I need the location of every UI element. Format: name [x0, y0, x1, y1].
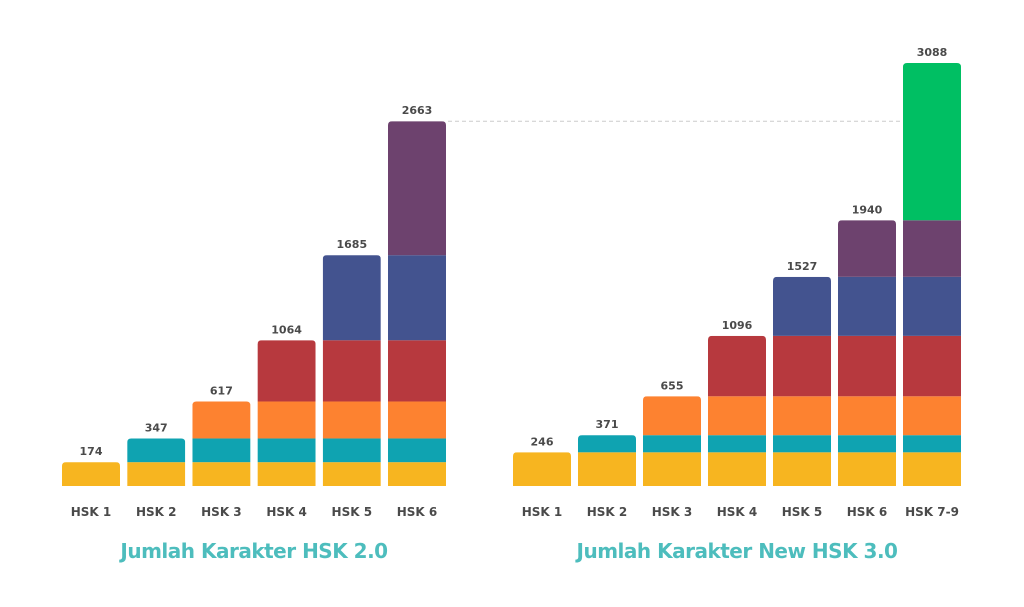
bar-segment-hsk-6 — [903, 220, 961, 277]
bar-hsk-1 — [62, 462, 120, 486]
bar-segment-hsk-2 — [578, 435, 636, 453]
chart-hsk-2-0: 174 HSK 1 347 HSK 2 617 HSK 3 1064 HSK 4 1685 HSK… — [62, 104, 446, 519]
bar-hsk-3 — [192, 401, 251, 486]
x-tick-label: HSK 4 — [266, 505, 307, 519]
bar-hsk-7-9 — [903, 63, 961, 486]
x-tick-label: HSK 2 — [136, 505, 177, 519]
bar-segment-hsk-3 — [773, 396, 831, 436]
bar-segment-hsk-5 — [838, 276, 896, 336]
bar-segment-hsk-1 — [62, 462, 120, 486]
x-tick-label: HSK 1 — [71, 505, 112, 519]
bar-hsk-3 — [643, 396, 701, 486]
chart-title-new-hsk-3-0: Jumlah Karakter New HSK 3.0 — [575, 539, 898, 563]
bar-segment-hsk-4 — [257, 340, 316, 402]
bar-segment-hsk-1 — [708, 452, 766, 486]
bar-hsk-1 — [513, 452, 571, 486]
bar-hsk-2 — [127, 438, 186, 486]
bar-segment-hsk-2 — [643, 435, 701, 453]
x-tick-label: HSK 5 — [332, 505, 373, 519]
bar-segment-hsk-4 — [903, 335, 961, 397]
bar-segment-hsk-1 — [838, 452, 896, 486]
bar-segment-hsk-2 — [838, 435, 896, 453]
bar-segment-hsk-2 — [257, 438, 316, 463]
bar-segment-hsk-6 — [388, 121, 446, 256]
value-label: 347 — [145, 421, 168, 434]
x-tick-label: HSK 5 — [782, 505, 823, 519]
value-label: 1096 — [722, 319, 753, 332]
bar-hsk-5 — [322, 255, 381, 486]
chart-new-hsk-3-0: 246 HSK 1 371 HSK 2 655 HSK 3 1096 HSK 4 1527 HSK… — [513, 46, 961, 519]
bar-segment-hsk-1 — [513, 452, 571, 486]
bar-segment-hsk-2 — [322, 438, 381, 463]
x-tick-label: HSK 4 — [717, 505, 758, 519]
bar-hsk-2 — [578, 435, 636, 486]
value-label: 1527 — [787, 260, 818, 273]
bar-hsk-4 — [257, 340, 316, 486]
bar-segment-hsk-5 — [773, 276, 831, 336]
value-label: 1064 — [271, 323, 302, 336]
bar-segment-hsk-1 — [322, 462, 381, 486]
bar-segment-hsk-1 — [388, 462, 446, 486]
bar-segment-hsk-3 — [388, 401, 446, 439]
bar-segment-hsk-4 — [708, 335, 766, 397]
bar-segment-hsk-1 — [903, 452, 961, 486]
bar-segment-hsk-2 — [388, 438, 446, 463]
bar-segment-hsk-4 — [322, 340, 381, 402]
x-tick-label: HSK 7-9 — [905, 505, 959, 519]
bar-segment-hsk-4 — [388, 340, 446, 402]
bar-segment-hsk-3 — [643, 396, 701, 436]
bar-segment-hsk-2 — [127, 438, 186, 463]
x-tick-label: HSK 3 — [201, 505, 242, 519]
bar-segment-hsk-3 — [257, 401, 316, 439]
bar-segment-hsk-2 — [773, 435, 831, 453]
bar-segment-hsk-1 — [773, 452, 831, 486]
bar-segment-hsk-3 — [192, 401, 251, 439]
value-label: 371 — [596, 418, 619, 431]
bar-hsk-4 — [708, 335, 766, 486]
bar-segment-hsk-4 — [838, 335, 896, 397]
bar-segment-hsk-3 — [838, 396, 896, 436]
value-label: 617 — [210, 384, 233, 397]
x-tick-label: HSK 1 — [522, 505, 563, 519]
bar-segment-hsk-5 — [322, 255, 381, 341]
value-label: 1940 — [852, 203, 883, 216]
bar-segment-hsk-3 — [708, 396, 766, 436]
bar-segment-hsk-1 — [127, 462, 186, 486]
value-label: 246 — [531, 435, 554, 448]
x-tick-label: HSK 2 — [587, 505, 628, 519]
value-label: 655 — [661, 379, 684, 392]
value-label: 174 — [80, 445, 103, 458]
value-label: 1685 — [336, 238, 367, 251]
bar-segment-hsk-1 — [192, 462, 251, 486]
bar-hsk-5 — [773, 276, 831, 486]
bar-segment-hsk-2 — [192, 438, 251, 463]
value-label: 2663 — [402, 104, 433, 117]
bar-segment-hsk-1 — [643, 452, 701, 486]
bar-segment-hsk-3 — [322, 401, 381, 439]
bar-segment-hsk-2 — [903, 435, 961, 453]
bar-hsk-6 — [838, 220, 896, 486]
bar-segment-hsk-4 — [773, 335, 831, 397]
bar-segment-hsk-1 — [257, 462, 316, 486]
chart-title-hsk-2-0: Jumlah Karakter HSK 2.0 — [118, 539, 387, 563]
bar-segment-hsk-2 — [708, 435, 766, 453]
bar-segment-hsk-3 — [903, 396, 961, 436]
bar-segment-hsk-1 — [578, 452, 636, 486]
bar-segment-hsk-7-9 — [903, 63, 961, 221]
x-tick-label: HSK 6 — [397, 505, 438, 519]
bar-segment-hsk-5 — [388, 255, 446, 341]
x-tick-label: HSK 3 — [652, 505, 693, 519]
bar-hsk-6 — [388, 121, 446, 486]
bar-segment-hsk-5 — [903, 276, 961, 336]
x-tick-label: HSK 6 — [847, 505, 888, 519]
bar-segment-hsk-6 — [838, 220, 896, 277]
value-label: 3088 — [917, 46, 948, 59]
